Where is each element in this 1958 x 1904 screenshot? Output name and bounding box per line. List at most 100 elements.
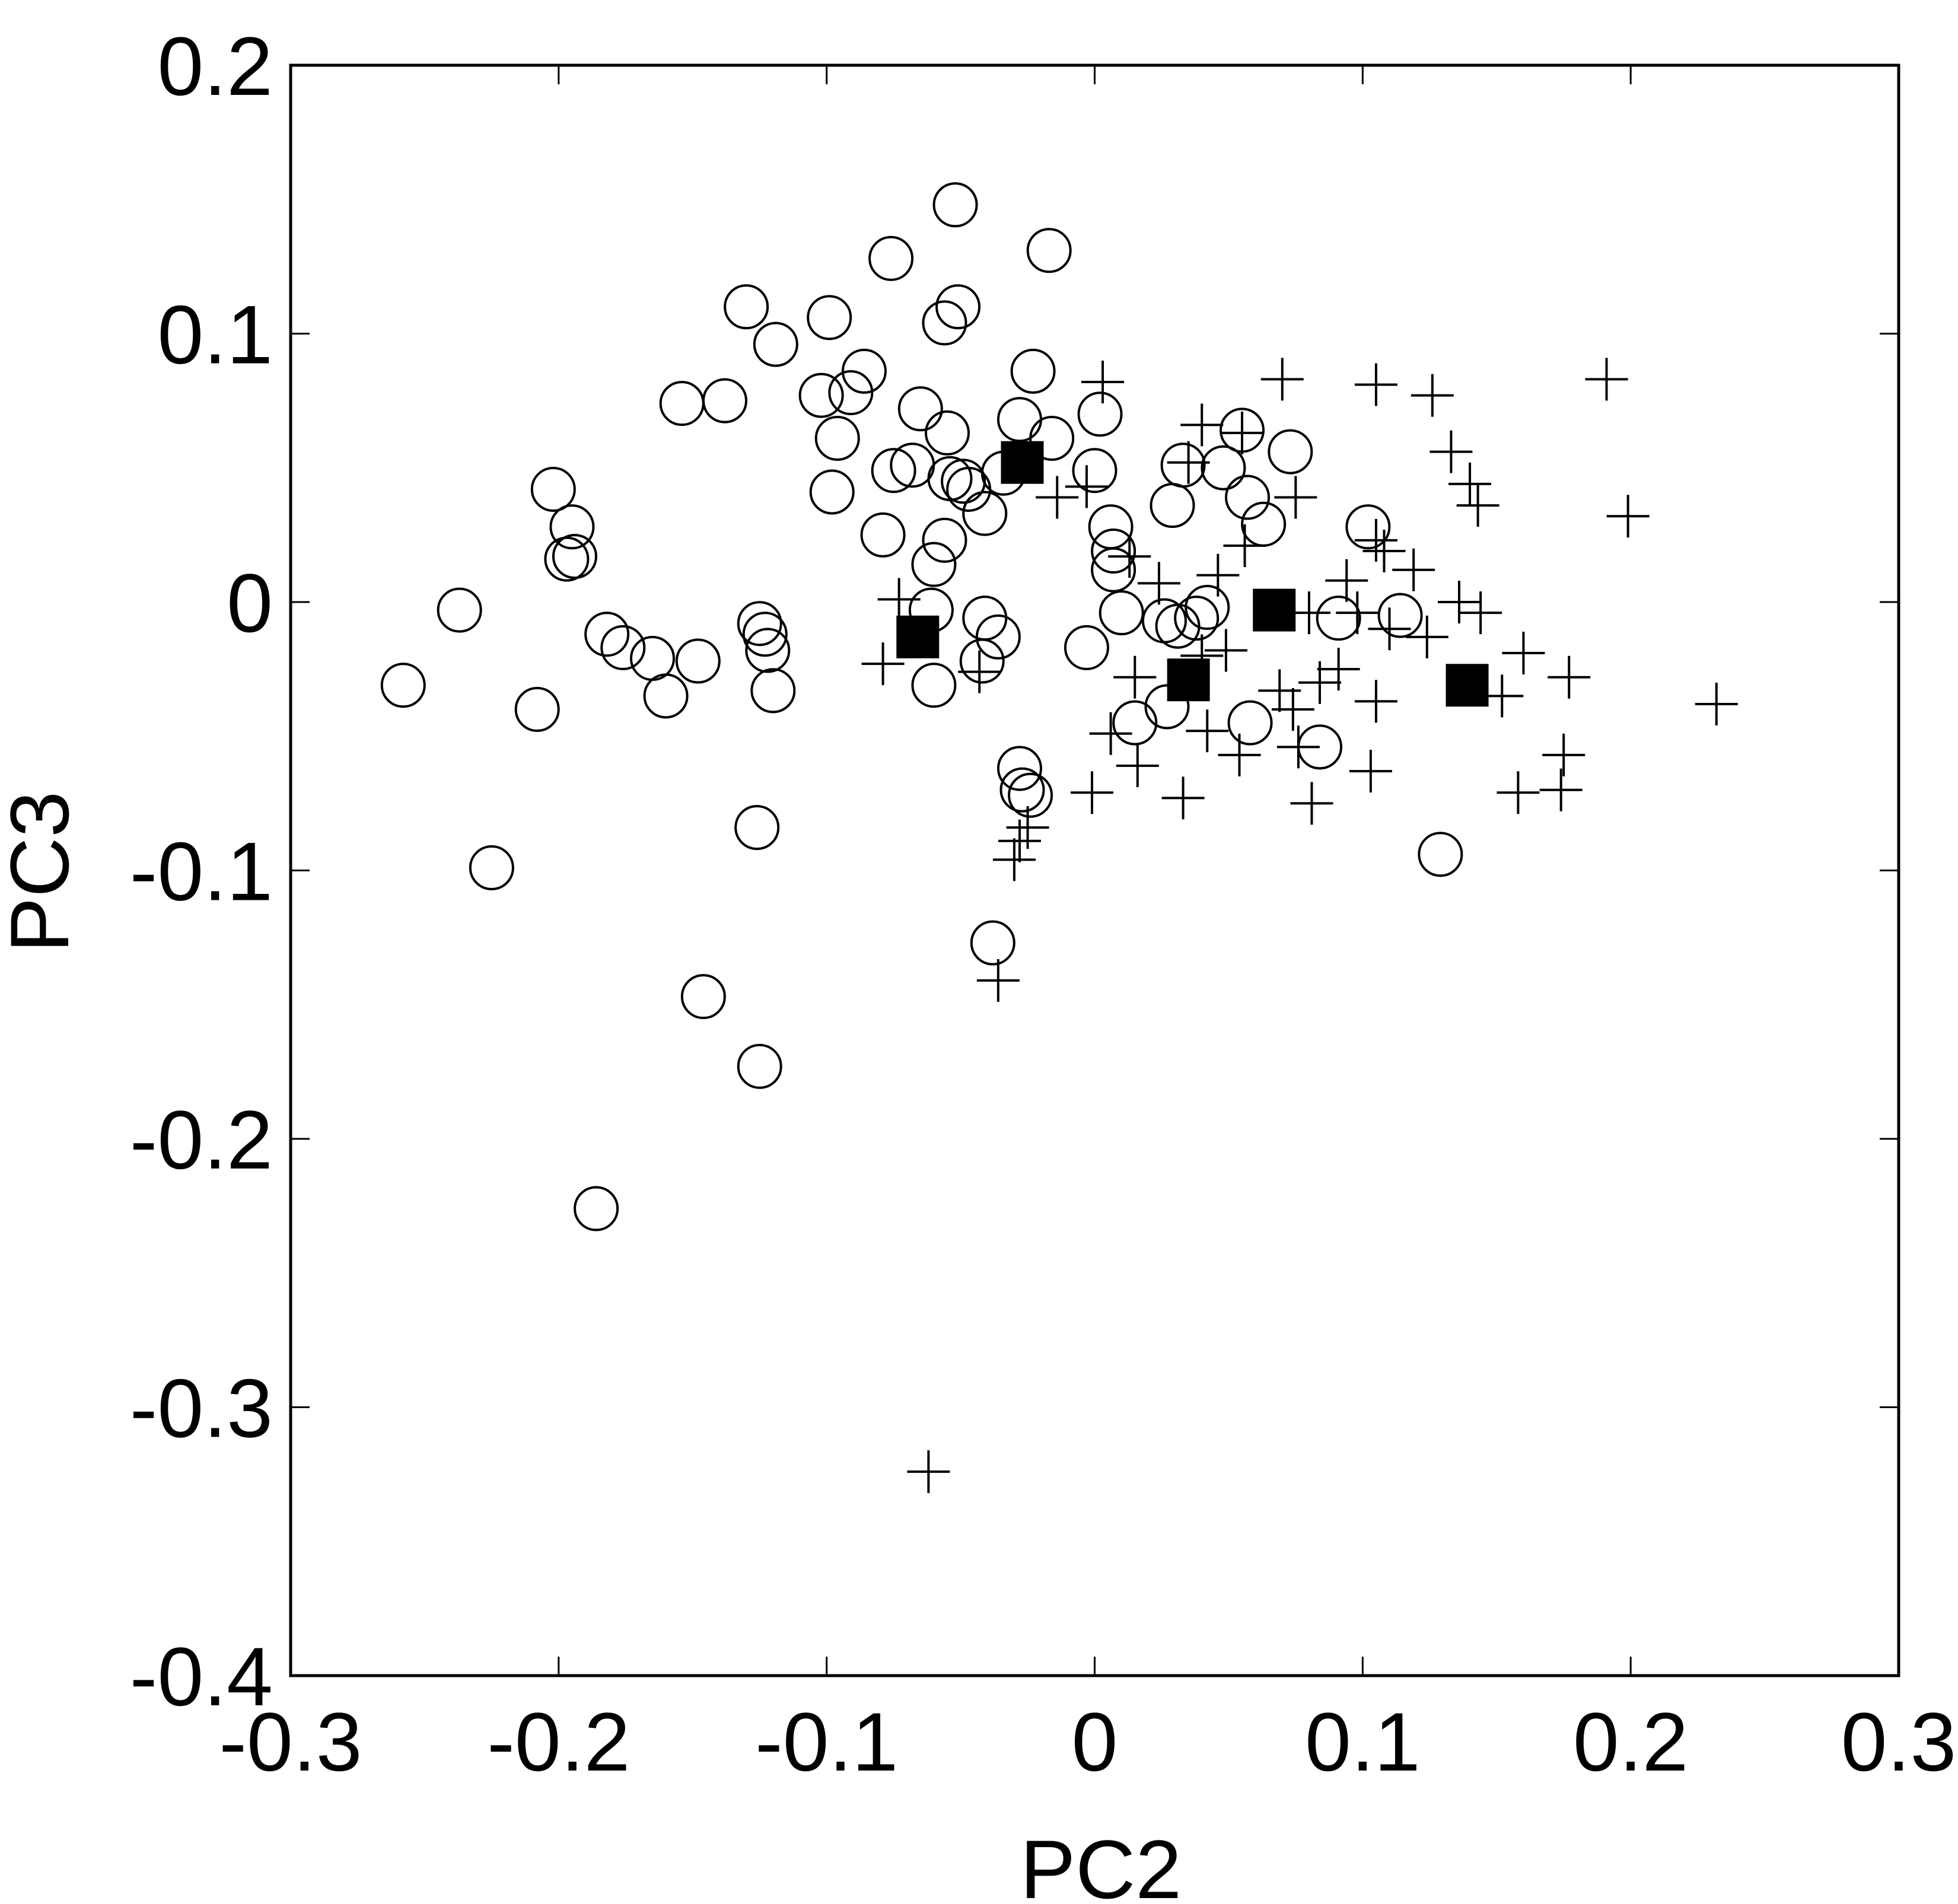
- plus-point: [1437, 581, 1481, 623]
- square-point: [1446, 664, 1489, 707]
- circle-point: [807, 295, 852, 340]
- circle-point: [828, 370, 874, 416]
- square-point: [896, 615, 940, 658]
- plus-point: [958, 650, 1001, 693]
- circle-point: [549, 504, 595, 550]
- circle-point: [530, 466, 576, 512]
- plus-point: [1180, 403, 1224, 447]
- y-tick-label: 0.2: [157, 20, 273, 113]
- x-tick-label: 0: [1072, 1695, 1118, 1788]
- plus-point: [1542, 733, 1585, 776]
- plus-point: [1204, 629, 1247, 672]
- plus-point: [1354, 363, 1397, 406]
- circle-point: [1091, 547, 1136, 593]
- circle-point: [1144, 684, 1190, 730]
- circle-point: [959, 638, 1005, 684]
- square-point: [1001, 441, 1044, 484]
- plus-point: [1336, 591, 1379, 635]
- circle-point: [841, 348, 887, 394]
- circle-point: [584, 612, 630, 657]
- circle-point: [1201, 445, 1246, 491]
- circle-point: [932, 182, 978, 228]
- circle-point: [1418, 832, 1463, 877]
- plus-point: [1108, 535, 1151, 578]
- plus-point: [1430, 430, 1473, 473]
- plus-point: [1116, 744, 1159, 788]
- y-tick-label: -0.3: [130, 1362, 273, 1455]
- circle-point: [871, 448, 916, 493]
- plus-point: [1298, 661, 1342, 704]
- plus-point: [1695, 682, 1738, 725]
- plus-point: [1036, 476, 1079, 519]
- circle-point: [1150, 483, 1195, 528]
- plus-point: [1113, 655, 1157, 699]
- circle-point: [745, 628, 791, 673]
- circle-point: [380, 663, 426, 708]
- circle-point: [1077, 391, 1123, 437]
- plus-point: [1548, 655, 1591, 699]
- circle-point: [552, 534, 597, 580]
- circle-point: [1064, 625, 1109, 670]
- plus-point: [992, 838, 1036, 881]
- plus-point: [1497, 771, 1540, 814]
- plus-point: [1585, 358, 1628, 401]
- plus-point: [1196, 553, 1240, 597]
- plus-point: [1221, 411, 1264, 454]
- plus-point: [1260, 358, 1304, 401]
- plus-point: [1137, 562, 1180, 605]
- circle-point: [675, 638, 721, 684]
- circle-point: [734, 805, 780, 851]
- plus-point: [1349, 750, 1392, 793]
- plus-point: [1258, 669, 1301, 712]
- x-tick-label: -0.1: [755, 1695, 898, 1788]
- circle-point: [1345, 504, 1391, 550]
- plus-point: [976, 959, 1020, 1002]
- circle-point: [1227, 700, 1273, 746]
- y-tick-label: -0.4: [130, 1630, 273, 1723]
- circle-point: [737, 1043, 782, 1089]
- x-tick-label: 0.2: [1573, 1695, 1689, 1788]
- circle-point: [975, 614, 1021, 660]
- plus-point: [1411, 374, 1454, 417]
- plus-point: [1070, 771, 1113, 814]
- circle-point: [999, 767, 1045, 813]
- circle-point: [1029, 415, 1075, 461]
- circle-point: [935, 284, 981, 330]
- plus-point: [1271, 688, 1314, 731]
- circle-point: [996, 746, 1042, 791]
- circle-point: [1316, 596, 1361, 641]
- plus-point: [1456, 484, 1499, 527]
- plus-point: [1606, 495, 1650, 538]
- circle-point: [1026, 228, 1072, 273]
- circle-point: [1091, 528, 1136, 574]
- plus-point: [1405, 615, 1448, 658]
- plus-point: [907, 1450, 950, 1494]
- circle-point: [1112, 700, 1158, 746]
- circle-point: [798, 372, 844, 418]
- circle-point: [911, 663, 957, 708]
- y-tick-label: 0.1: [157, 288, 273, 381]
- plus-point: [1223, 524, 1266, 567]
- circle-point: [924, 410, 970, 456]
- circle-point: [1072, 448, 1118, 493]
- plus-point: [877, 578, 921, 621]
- plus-point: [1065, 465, 1108, 508]
- circle-point: [1377, 593, 1423, 638]
- circle-point: [737, 601, 782, 647]
- y-tick-label: -0.2: [130, 1093, 273, 1186]
- circle-point: [643, 673, 689, 719]
- plus-point: [1354, 680, 1397, 723]
- plus-point: [1459, 591, 1502, 635]
- y-tick-label: 0: [227, 556, 273, 649]
- circle-point: [922, 517, 967, 563]
- circle-point: [1008, 772, 1053, 818]
- x-axis-label: PC2: [1020, 1823, 1182, 1904]
- circle-point: [1174, 596, 1220, 641]
- circle-point: [868, 235, 914, 281]
- plus-point: [1392, 548, 1435, 591]
- circle-point: [1010, 348, 1056, 394]
- plus-point: [1276, 725, 1320, 769]
- x-tick-label: 0.1: [1305, 1695, 1421, 1788]
- plus-point: [1290, 782, 1333, 825]
